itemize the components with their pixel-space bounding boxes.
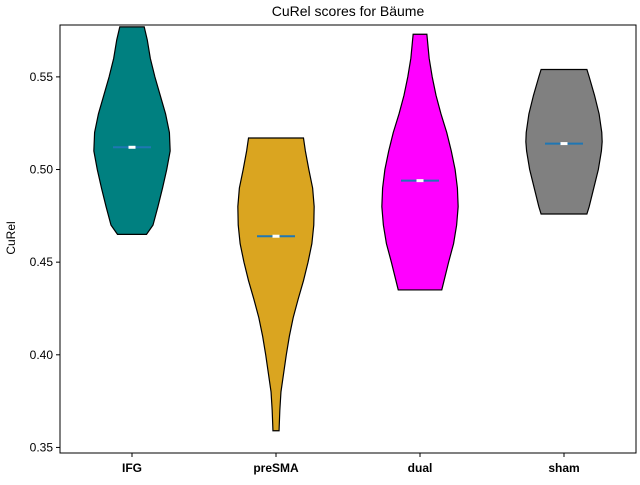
y-axis: 0.35 0.40 0.45 0.50 0.55	[30, 70, 60, 454]
y-tick-label: 0.55	[30, 70, 54, 84]
x-tick-label-preSMA: preSMA	[253, 461, 299, 475]
violin-dual	[381, 33, 459, 291]
y-axis-label: CuRel	[4, 221, 18, 254]
violin-IFG	[93, 26, 171, 235]
x-tick-label-IFG: IFG	[122, 461, 142, 475]
y-tick-label: 0.40	[30, 348, 54, 362]
x-tick-label-sham: sham	[548, 461, 579, 475]
median-marker-IFG	[128, 145, 136, 149]
violin-sham	[525, 68, 603, 215]
median-marker-sham	[560, 142, 568, 146]
violin-group	[93, 26, 603, 432]
chart-title: CuRel scores for Bäume	[272, 3, 425, 19]
violin-preSMA	[237, 137, 315, 432]
y-tick-label: 0.35	[30, 440, 54, 454]
x-tick-label-dual: dual	[408, 461, 433, 475]
y-tick-label: 0.45	[30, 255, 54, 269]
median-marker-preSMA	[272, 234, 280, 238]
y-tick-label: 0.50	[30, 163, 54, 177]
median-marker-dual	[416, 179, 424, 183]
plot-frame	[59, 24, 637, 454]
x-axis: IFG preSMA dual sham	[122, 453, 580, 475]
